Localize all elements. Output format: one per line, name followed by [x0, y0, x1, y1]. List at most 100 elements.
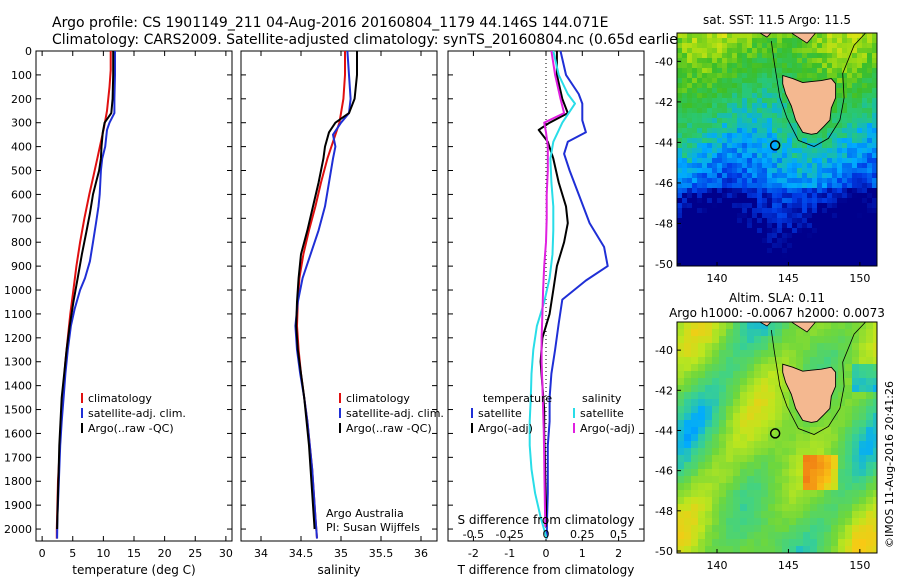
sst_map-cell [782, 33, 788, 39]
sla_map-cell [838, 448, 846, 456]
sla_map-cell [712, 483, 720, 491]
sst_map-cell [817, 58, 823, 64]
sst_map-cell [702, 108, 708, 114]
sst_map-cell [717, 73, 723, 79]
sst_map-cell [867, 163, 873, 169]
sst_map-cell [807, 198, 813, 204]
sst_map-cell [752, 233, 758, 239]
sla_map-cell [761, 441, 769, 449]
sst_map-cell [717, 203, 723, 209]
sst_map-cell [687, 38, 693, 44]
sla_map-cell [712, 392, 720, 400]
sst_map-cell [732, 93, 738, 99]
sst_map-cell [822, 148, 828, 154]
sst_map-cell [782, 133, 788, 139]
sst_map-cell [822, 38, 828, 44]
sla_map-cell [789, 525, 797, 533]
sst_map-cell [842, 158, 848, 164]
sst_map-cell [802, 258, 808, 264]
sla_map-cell [754, 329, 762, 337]
sst_map-cell [697, 223, 703, 229]
sla_map-cell [845, 546, 853, 553]
salinity-xtick-label: 36 [414, 547, 428, 560]
sla_map-ytick-label: -42 [655, 384, 673, 397]
sla_map-cell [691, 364, 699, 372]
sst_map-cell [862, 63, 868, 69]
sla_map-cell [726, 511, 734, 519]
sla_map-cell [768, 518, 776, 526]
sla_map-cell [677, 455, 685, 463]
sst_map-cell [872, 158, 877, 164]
sla_map-cell [866, 462, 874, 470]
sla_map-cell [838, 476, 846, 484]
sst_map-cell [727, 168, 733, 174]
sla_map-cell [803, 343, 811, 351]
sst_map-cell [692, 163, 698, 169]
sst_map-cell [852, 98, 858, 104]
sla_map-cell [677, 399, 685, 407]
sst_map-cell [682, 168, 688, 174]
sst_map-cell [767, 58, 773, 64]
sst_map-cell [787, 193, 793, 199]
sst_map-cell [822, 258, 828, 264]
sst_map-cell [787, 233, 793, 239]
sst_map-cell [687, 228, 693, 234]
sst_map-cell [852, 173, 858, 179]
sla_map-cell [866, 371, 874, 379]
sst_map-cell [867, 118, 873, 124]
sst_map-cell [832, 228, 838, 234]
sst_map-cell [817, 43, 823, 49]
sla_map-cell [866, 441, 874, 449]
sst_map-cell [847, 133, 853, 139]
sla_map-cell [838, 350, 846, 358]
sst_map-cell [857, 98, 863, 104]
sla_map-cell [712, 357, 720, 365]
sla_map-cell [810, 343, 818, 351]
sst_map-cell [852, 218, 858, 224]
sst_map-cell [847, 148, 853, 154]
sst_map-cell [737, 223, 743, 229]
sla_map-cell [761, 504, 769, 512]
sst_map-cell [722, 113, 728, 119]
sst_map-cell [757, 48, 763, 54]
sst_map-cell [762, 163, 768, 169]
sla_map-cell [705, 462, 713, 470]
sla_map-cell [740, 322, 748, 330]
sst_map-cell [772, 68, 778, 74]
sst_map-cell [742, 58, 748, 64]
sla_map-cell [852, 406, 860, 414]
sla_map-cell [831, 532, 839, 540]
sla_map-cell [733, 539, 741, 547]
sst_map-cell [702, 113, 708, 119]
sst_map-cell [752, 33, 758, 39]
sst_map-cell [842, 248, 848, 254]
sst_map-cell [847, 143, 853, 149]
sst_map-cell [722, 198, 728, 204]
sla_map-cell [747, 378, 755, 386]
sla_map-cell [719, 539, 727, 547]
sst_map-cell [797, 148, 803, 154]
sst_map-cell [702, 153, 708, 159]
sst_map-cell [682, 63, 688, 69]
sla_map-cell [810, 441, 818, 449]
sst_map-cell [687, 193, 693, 199]
sst_map-cell [787, 223, 793, 229]
sla_map-cell [719, 490, 727, 498]
sst_map-cell [702, 133, 708, 139]
sst_map-cell [807, 53, 813, 59]
sst_map-cell [852, 63, 858, 69]
sst_map-cell [712, 223, 718, 229]
sst_map-cell [722, 123, 728, 129]
sst_map-cell [777, 73, 783, 79]
sla_map-cell [873, 406, 877, 414]
sst_map-cell [742, 113, 748, 119]
sst_map-cell [752, 213, 758, 219]
sla_map-cell [775, 518, 783, 526]
sla_map-cell [754, 490, 762, 498]
sst_map-cell [777, 123, 783, 129]
sst_map-cell [782, 263, 788, 266]
sst_map-cell [702, 188, 708, 194]
sst_map-cell [702, 123, 708, 129]
sst_map-cell [727, 188, 733, 194]
